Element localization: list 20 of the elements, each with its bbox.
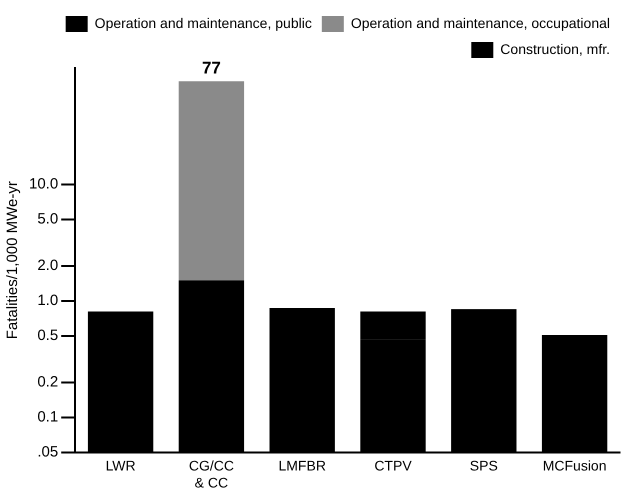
y-tick-label: .05	[37, 444, 58, 461]
y-axis-title: Fatalities/1,000 MWe-yr	[4, 181, 22, 340]
y-tick-label: 10.0	[28, 176, 58, 193]
y-tick-label: 1.0	[37, 292, 58, 310]
y-tick-label: 2.0	[37, 256, 58, 274]
legend-label: Operation and maintenance, occupational	[350, 14, 610, 31]
x-tick-label: LMFBR	[278, 458, 326, 474]
x-tick-label: CTPV	[374, 458, 412, 474]
total-label: 77	[202, 58, 221, 78]
bar	[178, 81, 244, 280]
legend-label: Operation and maintenance, public	[94, 14, 312, 31]
y-tick-label: 0.1	[37, 408, 58, 426]
x-tick-label: LWR	[106, 458, 136, 474]
x-tick-label: MCFusion	[542, 458, 606, 474]
y-tick-label: 0.5	[37, 327, 58, 344]
legend-label: Construction, mfr.	[500, 40, 610, 57]
y-tick-label: 0.2	[37, 373, 58, 390]
y-tick-label: 5.0	[37, 210, 58, 228]
x-tick-label: SPS	[470, 458, 498, 474]
x-tick-label: CG/CC & CC	[188, 458, 234, 490]
